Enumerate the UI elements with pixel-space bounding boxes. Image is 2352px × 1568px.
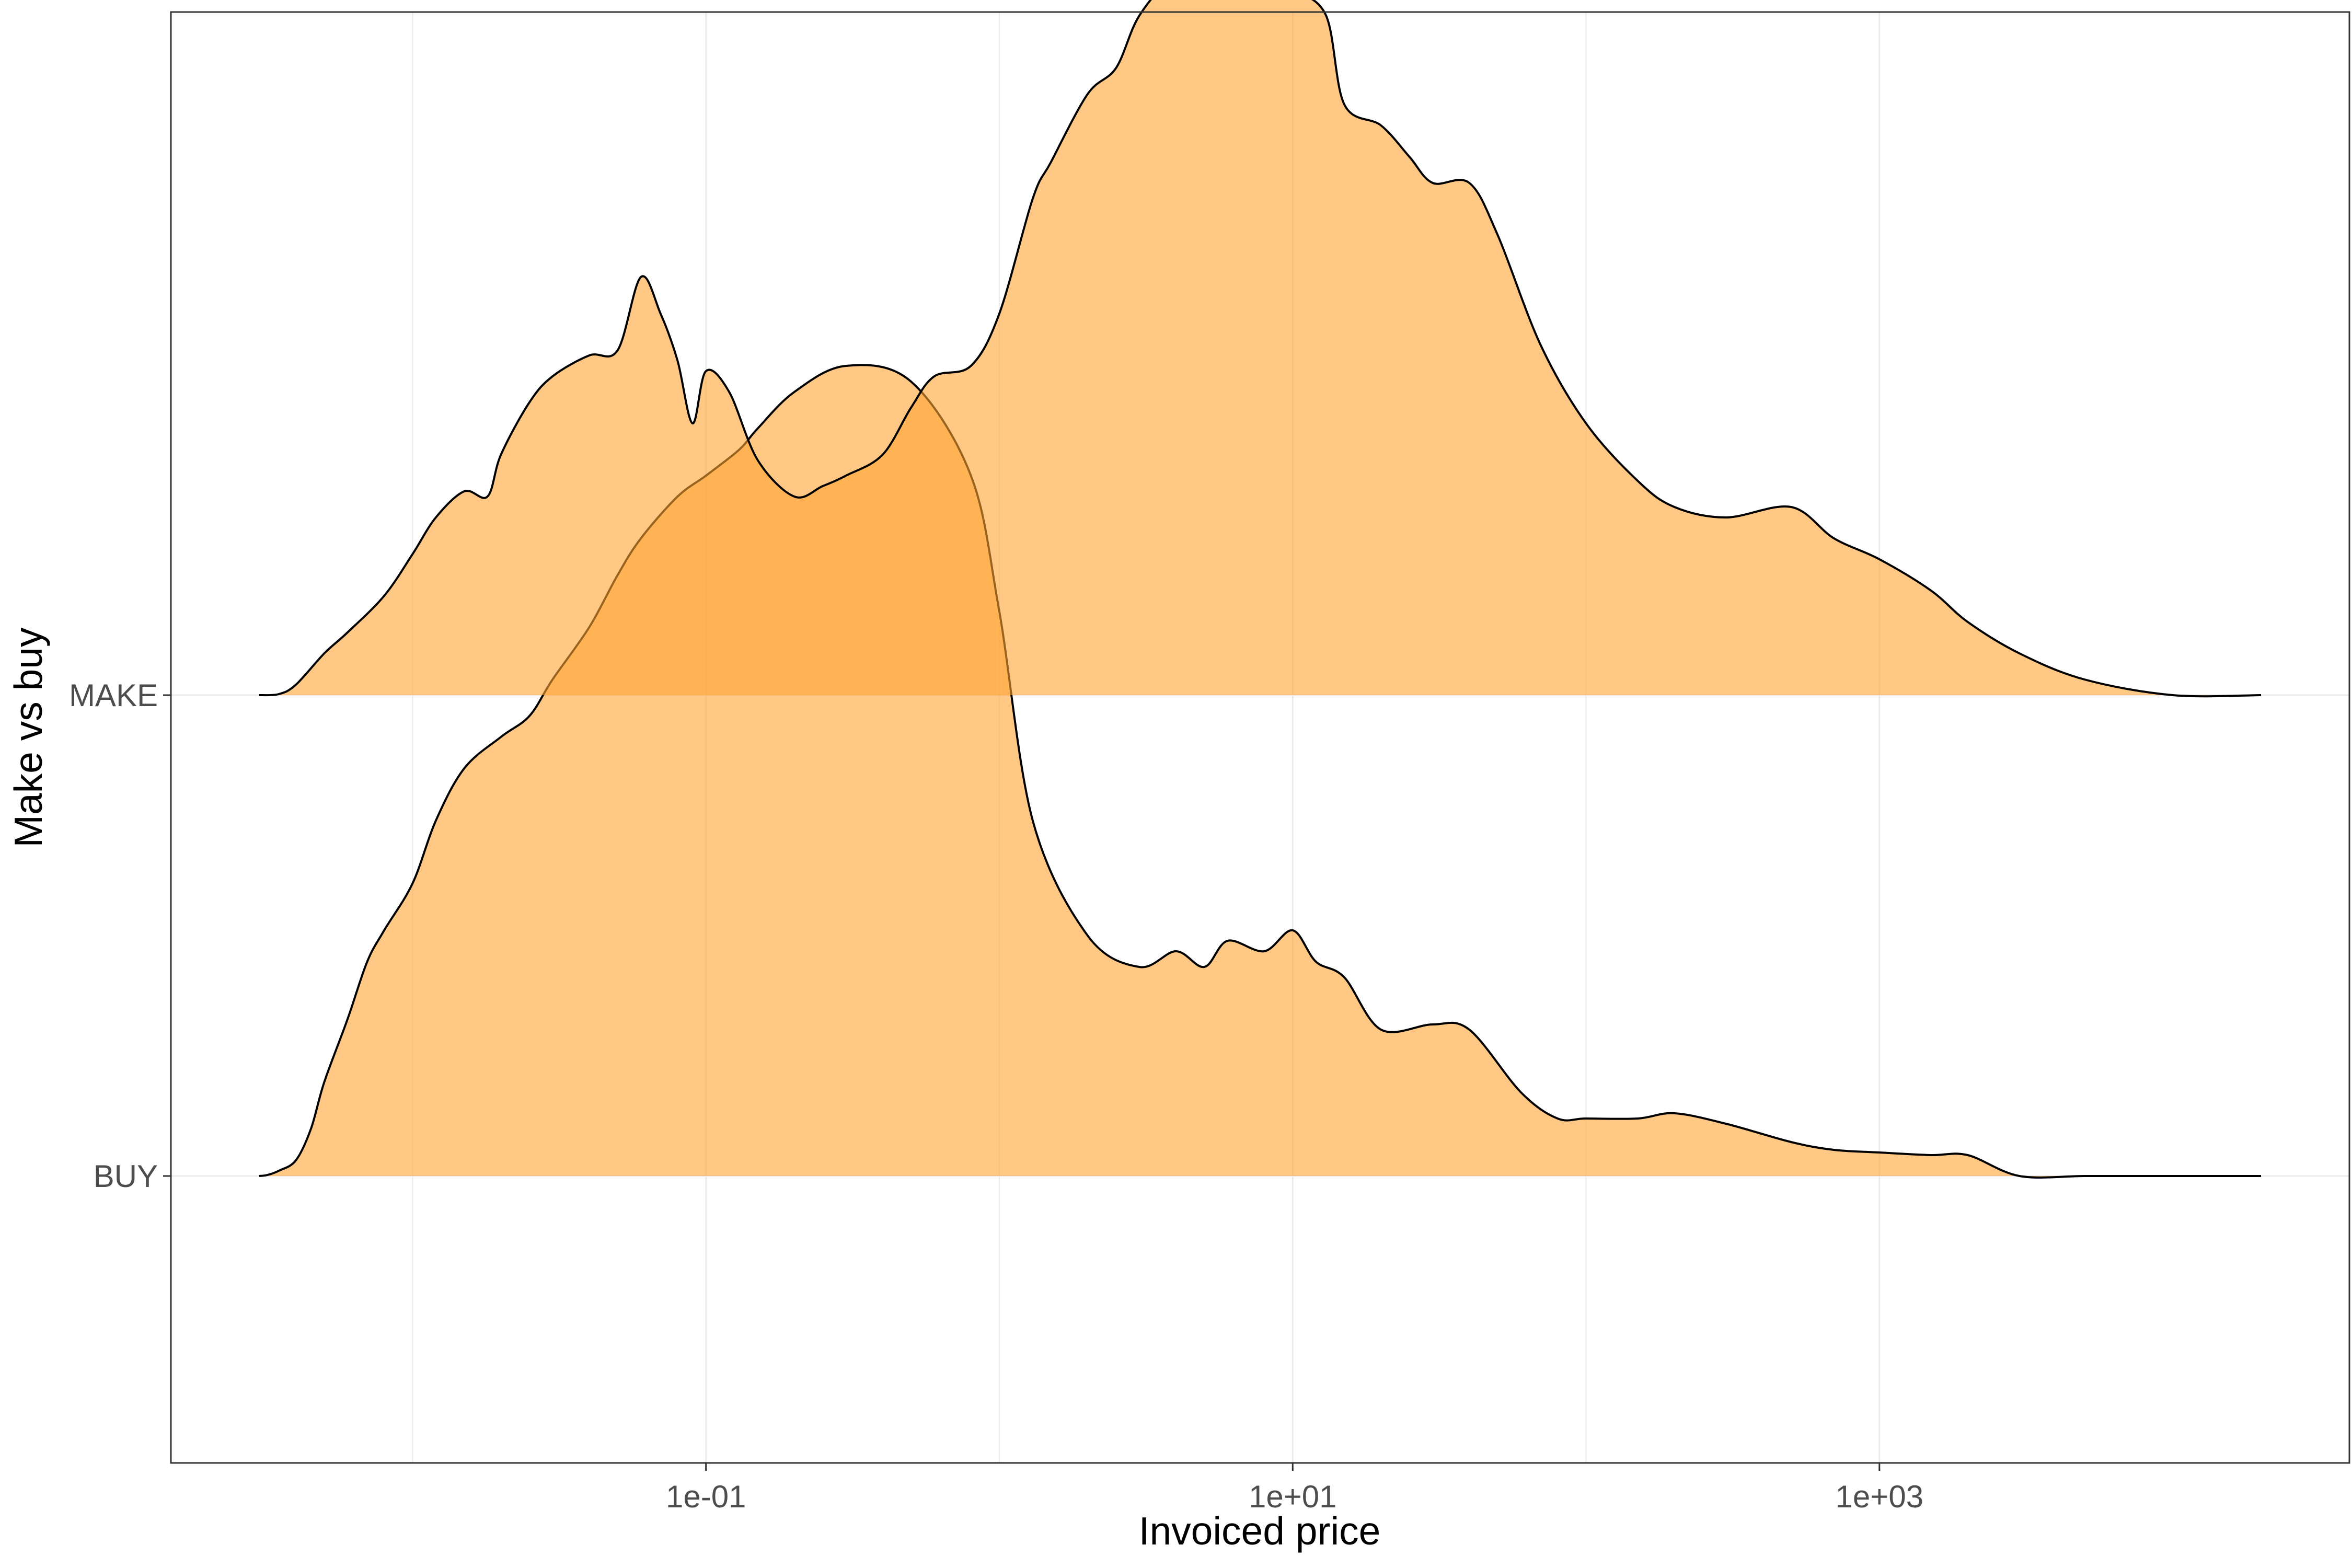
x-tick-label: 1e+01 [1249,1479,1337,1514]
y-axis-title: Make vs buy [6,627,50,847]
y-tick-label-make: MAKE [69,678,158,713]
x-tick-label: 1e+03 [1836,1479,1924,1514]
y-tick-label-buy: BUY [94,1159,158,1194]
density-area-make [259,0,2261,697]
density-line-buy [259,364,2261,1179]
axes: 1e-01 1e+01 1e+03 BUY MAKE [69,678,1923,1514]
x-axis-title: Invoiced price [1139,1509,1381,1553]
plot-panel-border [170,11,2350,1464]
density-line-make [259,0,2262,698]
x-tick-label: 1e-01 [666,1479,746,1514]
density-ridges [259,0,2262,1179]
